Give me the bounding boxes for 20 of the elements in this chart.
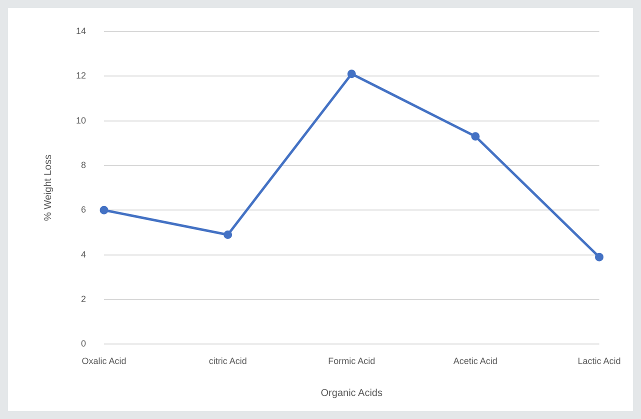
x-tick-label: Lactic Acid (578, 356, 621, 366)
point (224, 230, 232, 239)
point (471, 132, 480, 141)
x-tick-label: citric Acid (208, 356, 247, 366)
y-axis-title: % Weight Loss (42, 154, 54, 222)
x-axis-title: Organic Acids (320, 388, 382, 399)
y-tick-label: 12 (76, 70, 86, 81)
point (347, 70, 356, 78)
y-tick-label: 4 (80, 249, 86, 260)
y-tick-label: 8 (80, 160, 86, 170)
x-tick-label: Oxalic Acid (82, 356, 126, 366)
point (594, 252, 604, 262)
y-tick-label: 10 (76, 115, 86, 126)
x-tick-label: Acetic Acid (453, 356, 498, 366)
y-tick-label: 6 (80, 204, 86, 215)
y-tick-label: 14 (76, 26, 86, 36)
y-tick-label: 0 (80, 338, 86, 349)
point (100, 206, 108, 214)
y-tick-label: 2 (80, 294, 86, 304)
x-tick-label: Formic Acid (328, 356, 376, 366)
